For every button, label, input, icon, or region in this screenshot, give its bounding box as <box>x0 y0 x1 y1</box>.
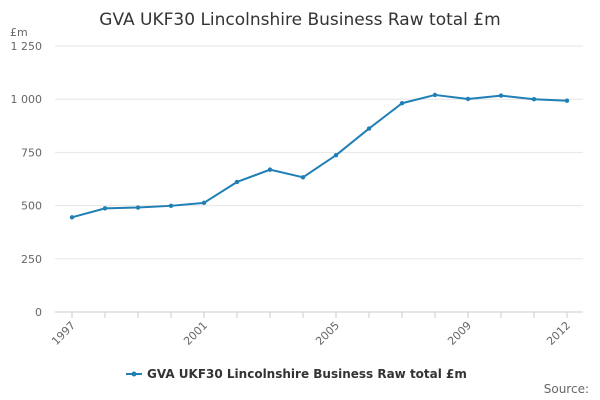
data-point-2000[interactable] <box>168 203 174 209</box>
series-group <box>69 92 570 220</box>
data-point-2005[interactable] <box>333 152 339 158</box>
x-tick-label: 2001 <box>181 319 210 348</box>
data-point-2011[interactable] <box>531 97 537 102</box>
data-point-1997[interactable] <box>69 215 75 220</box>
chart-title: GVA UKF30 Lincolnshire Business Raw tota… <box>99 10 500 30</box>
data-point-2004[interactable] <box>300 175 306 180</box>
y-axis-ticks: 0 250 500 750 1 000 1 250 <box>11 40 43 319</box>
series-line-0[interactable] <box>71 93 568 219</box>
y-tick-label: 250 <box>21 253 42 266</box>
y-tick-label: 0 <box>35 306 42 319</box>
legend[interactable]: GVA UKF30 Lincolnshire Business Raw tota… <box>126 367 467 381</box>
data-point-2002[interactable] <box>234 179 240 185</box>
y-tick-label: 750 <box>21 146 42 159</box>
y-axis-label: £m <box>10 26 28 39</box>
x-tick-label: 2005 <box>313 319 342 348</box>
data-point-2006[interactable] <box>366 126 372 131</box>
data-point-2003[interactable] <box>267 167 273 172</box>
x-tick-label: 2012 <box>544 319 573 348</box>
data-point-2009[interactable] <box>465 96 471 102</box>
data-point-2001[interactable] <box>201 200 207 206</box>
legend-point-marker <box>131 371 137 377</box>
source-label: Source: <box>544 382 589 396</box>
legend-label[interactable]: GVA UKF30 Lincolnshire Business Raw tota… <box>147 367 467 381</box>
data-point-2008[interactable] <box>432 92 438 98</box>
y-tick-label: 1 000 <box>11 93 43 106</box>
x-axis-ticks: 1997 2001 2005 2009 2012 <box>49 312 573 348</box>
data-point-2010[interactable] <box>498 93 504 98</box>
x-tick-label: 2009 <box>445 319 474 348</box>
data-point-2007[interactable] <box>399 101 405 106</box>
data-point-1999[interactable] <box>135 205 141 210</box>
x-tick-label: 1997 <box>49 319 78 348</box>
gridlines <box>55 45 583 313</box>
y-tick-label: 500 <box>21 200 42 213</box>
data-point-1998[interactable] <box>102 206 108 211</box>
y-tick-label: 1 250 <box>11 40 43 53</box>
data-point-2012[interactable] <box>564 98 570 103</box>
